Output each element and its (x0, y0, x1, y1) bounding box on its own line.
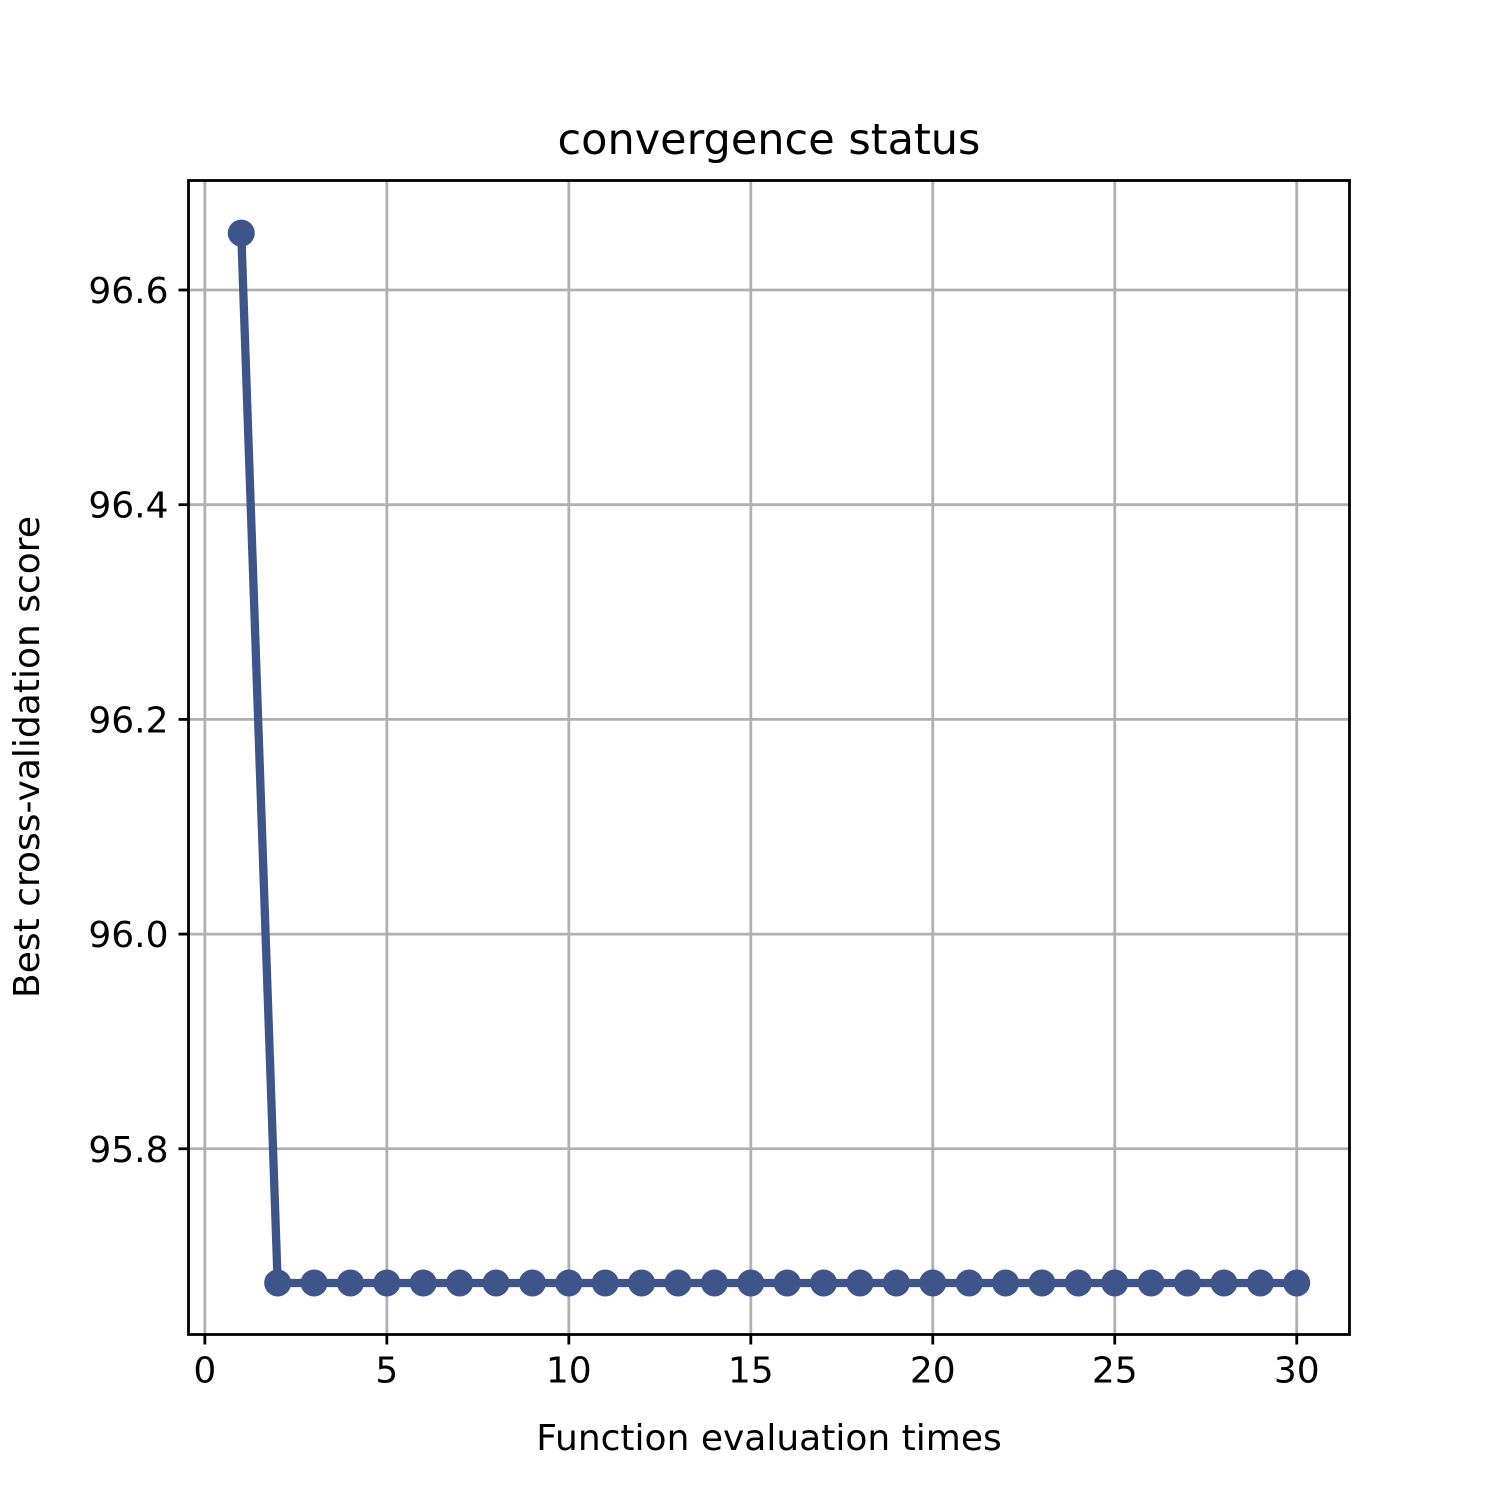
data-point (1101, 1269, 1129, 1297)
data-point (264, 1269, 292, 1297)
data-point (1064, 1269, 1092, 1297)
data-point (227, 219, 255, 247)
data-point (810, 1269, 838, 1297)
data-point (773, 1269, 801, 1297)
data-point (373, 1269, 401, 1297)
data-point (1028, 1269, 1056, 1297)
data-point (591, 1269, 619, 1297)
x-tick-label: 0 (193, 1351, 216, 1392)
data-point (482, 1269, 510, 1297)
data-point (409, 1269, 437, 1297)
chart-title: convergence status (558, 115, 981, 165)
x-tick-label: 15 (728, 1351, 774, 1392)
y-tick-label: 96.0 (88, 915, 168, 956)
x-tick-label: 5 (375, 1351, 398, 1392)
data-point (919, 1269, 947, 1297)
data-point (1246, 1269, 1274, 1297)
data-point (846, 1269, 874, 1297)
data-point (555, 1269, 583, 1297)
data-point (300, 1269, 328, 1297)
data-point (737, 1269, 765, 1297)
data-point (1283, 1269, 1311, 1297)
data-point (992, 1269, 1020, 1297)
y-tick-label: 96.2 (88, 700, 168, 741)
data-point (1137, 1269, 1165, 1297)
axis-ticks: 0 5 10 15 20 25 30 95.8 96.0 96.2 96.4 96.6 (88, 271, 1319, 1392)
data-point (1174, 1269, 1202, 1297)
data-point (446, 1269, 474, 1297)
y-tick-label: 96.4 (88, 486, 168, 527)
data-point (518, 1269, 546, 1297)
x-tick-label: 10 (546, 1351, 592, 1392)
data-point (664, 1269, 692, 1297)
x-tick-label: 30 (1274, 1351, 1320, 1392)
x-tick-label: 25 (1092, 1351, 1138, 1392)
data-point (336, 1269, 364, 1297)
x-tick-label: 20 (910, 1351, 956, 1392)
data-point (1210, 1269, 1238, 1297)
plot-frame (187, 179, 1351, 1336)
grid-lines (188, 180, 1350, 1335)
y-axis-label: Best cross-validation score (7, 516, 48, 998)
data-point (628, 1269, 656, 1297)
series-layer (227, 219, 1311, 1297)
data-point (955, 1269, 983, 1297)
y-tick-label: 95.8 (88, 1130, 168, 1171)
y-tick-label: 96.6 (88, 271, 168, 312)
data-point (700, 1269, 728, 1297)
data-point (882, 1269, 910, 1297)
x-axis-label: Function evaluation times (536, 1418, 1001, 1459)
